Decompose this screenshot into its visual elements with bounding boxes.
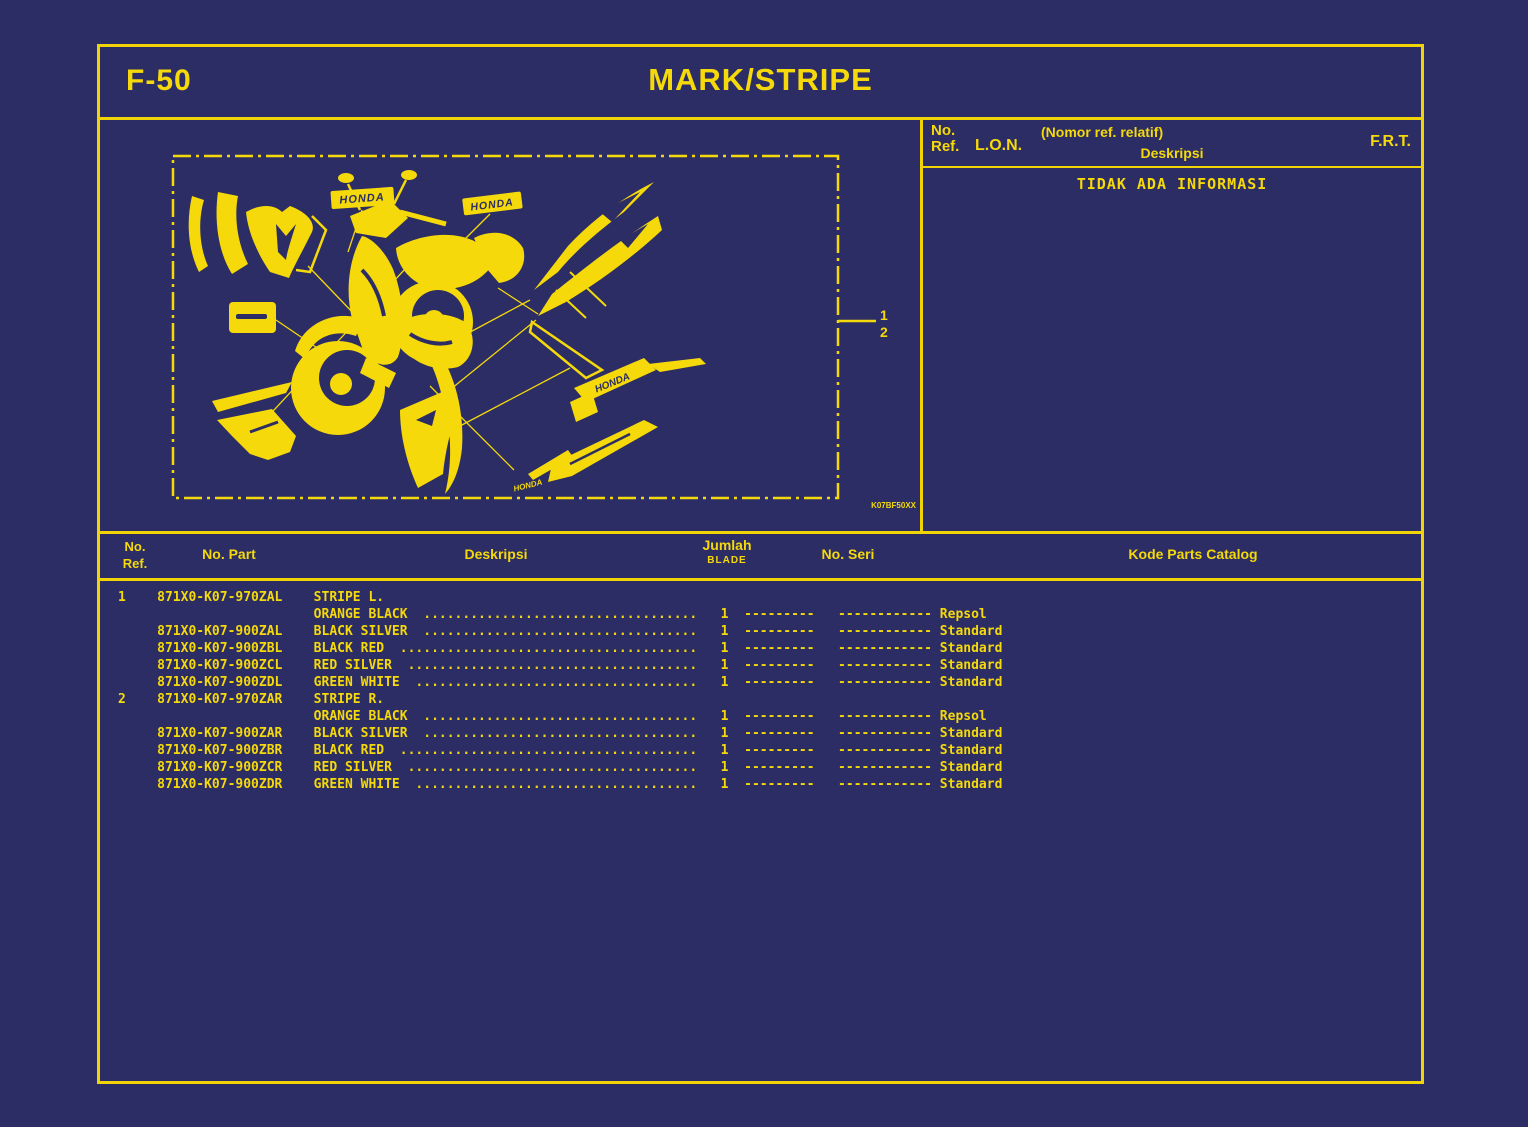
callout-1-2: 1 2 bbox=[838, 307, 888, 340]
decal-body-stripe-right-upper bbox=[534, 182, 662, 319]
col-ref-label: Ref. bbox=[122, 556, 148, 571]
decal-front-visor-stripes bbox=[188, 192, 248, 274]
exploded-diagram: HONDA HONDA HONDA bbox=[100, 120, 920, 531]
col-header-no-ref: No. Ref. bbox=[110, 538, 160, 572]
jumlah-label: Jumlah bbox=[702, 537, 752, 553]
parts-table-row: 1 871X0-K07-970ZAL STRIPE L. bbox=[118, 590, 940, 605]
diagram-code: K07BF50XX bbox=[871, 501, 917, 510]
decal-stripe-bottom-right bbox=[548, 420, 658, 482]
page-frame: F-50 MARK/STRIPE bbox=[97, 44, 1424, 1084]
honda-plate-1-text: HONDA bbox=[339, 191, 385, 206]
parts-table-row: ORANGE BLACK ...........................… bbox=[118, 607, 987, 622]
parts-table-row: 2 871X0-K07-970ZAR STRIPE R. bbox=[118, 692, 940, 707]
col-header-no-seri: No. Seri bbox=[821, 546, 875, 562]
callout-number-2: 2 bbox=[880, 324, 888, 340]
honda-plate-2-text: HONDA bbox=[470, 196, 515, 213]
info-ref-label: Ref. bbox=[931, 138, 960, 155]
info-col-lon: L.O.N. bbox=[975, 137, 1023, 154]
parts-table-row: 871X0-K07-900ZAL BLACK SILVER ..........… bbox=[118, 624, 1003, 639]
page-title: MARK/STRIPE bbox=[648, 62, 873, 97]
page-code: F-50 bbox=[126, 64, 192, 97]
diagram-art: HONDA HONDA HONDA bbox=[171, 154, 917, 510]
decal-honda-plate-1: HONDA bbox=[330, 186, 395, 210]
decal-honda-plate-2: HONDA bbox=[462, 191, 523, 216]
col-header-deskripsi: Deskripsi bbox=[464, 546, 528, 562]
info-col-frt: F.R.T. bbox=[1370, 133, 1411, 150]
parts-table-row: 871X0-K07-900ZBL BLACK RED .............… bbox=[118, 641, 1003, 656]
info-col-deskripsi: Deskripsi bbox=[1140, 145, 1204, 161]
col-header-kode-parts-catalog: Kode Parts Catalog bbox=[1128, 546, 1258, 562]
info-col-relative-ref: (Nomor ref. relatif) bbox=[1041, 124, 1164, 140]
parts-table-row: 871X0-K07-900ZDR GREEN WHITE ...........… bbox=[118, 777, 1003, 792]
honda-small-bottom-text: HONDA bbox=[513, 478, 544, 494]
decal-honda-stripe-right: HONDA bbox=[570, 358, 706, 422]
callout-number-1: 1 bbox=[880, 307, 888, 323]
decal-front-shield bbox=[246, 206, 328, 278]
parts-table-row: 871X0-K07-900ZBR BLACK RED .............… bbox=[118, 743, 1003, 758]
info-col-no-ref: No. Ref. bbox=[931, 123, 959, 155]
col-header-jumlah: Jumlah BLADE bbox=[652, 538, 802, 568]
decal-center-cover bbox=[229, 302, 276, 333]
blade-label: BLADE bbox=[707, 555, 747, 566]
no-information-message: TIDAK ADA INFORMASI bbox=[1076, 175, 1268, 193]
header-bar: F-50 MARK/STRIPE bbox=[100, 47, 1421, 120]
col-no-label: No. bbox=[124, 539, 146, 554]
motorcycle-illustration bbox=[291, 170, 525, 435]
info-no-label: No. bbox=[931, 122, 956, 139]
diagram-dashdot-border bbox=[171, 154, 840, 500]
decal-floor-panels-left bbox=[212, 382, 296, 460]
parts-table-row: ORANGE BLACK ...........................… bbox=[118, 709, 987, 724]
decal-stripe-right-mid bbox=[528, 319, 605, 380]
parts-table-body: 1 871X0-K07-970ZAL STRIPE L. ORANGE BLAC… bbox=[118, 589, 1408, 793]
parts-table-row: 871X0-K07-900ZDL GREEN WHITE ...........… bbox=[118, 675, 1003, 690]
parts-table-row: 871X0-K07-900ZCR RED SILVER ............… bbox=[118, 760, 1003, 775]
col-header-no-part: No. Part bbox=[202, 546, 256, 562]
decal-side-panels-bottom bbox=[400, 364, 463, 494]
parts-table-row: 871X0-K07-900ZCL RED SILVER ............… bbox=[118, 658, 1003, 673]
info-panel: No. Ref. L.O.N. (Nomor ref. relatif) Des… bbox=[920, 120, 1421, 531]
parts-table-row: 871X0-K07-900ZAR BLACK SILVER ..........… bbox=[118, 726, 1003, 741]
parts-table-header: No. Ref. No. Part Deskripsi Jumlah BLADE… bbox=[100, 531, 1421, 581]
info-panel-header: No. Ref. L.O.N. (Nomor ref. relatif) Des… bbox=[923, 120, 1421, 168]
